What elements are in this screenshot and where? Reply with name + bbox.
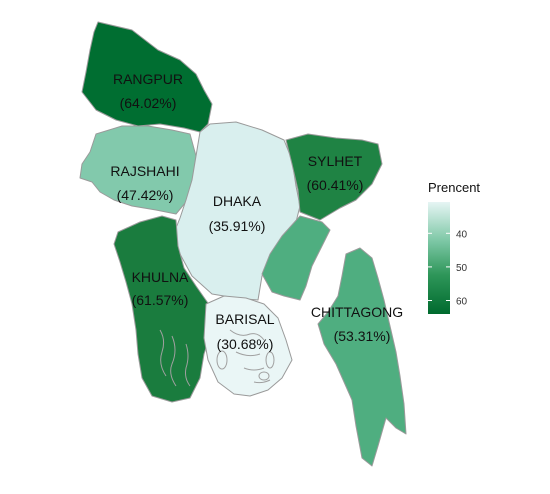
label-rangpur-name: RANGPUR (113, 71, 183, 87)
legend-tick-label: 60 (456, 296, 468, 307)
label-rajshahi-value: (47.42%) (117, 187, 174, 203)
label-khulna-name: KHULNA (132, 269, 189, 285)
region-labels: RANGPUR (64.02%) RAJSHAHI (47.42%) DHAKA… (110, 71, 403, 352)
region-chittagong[interactable] (261, 215, 407, 467)
label-barisal-value: (30.68%) (217, 336, 274, 352)
legend: Prencent 40 50 60 (428, 180, 480, 314)
legend-tick-label: 40 (456, 229, 468, 240)
legend-ticks: 40 50 60 (428, 229, 468, 307)
label-dhaka-value: (35.91%) (209, 218, 266, 234)
legend-title: Prencent (428, 180, 480, 195)
region-dhaka[interactable] (171, 121, 301, 301)
label-rangpur-value: (64.02%) (120, 95, 177, 111)
label-barisal-name: BARISAL (215, 311, 274, 327)
label-dhaka-name: DHAKA (213, 193, 262, 209)
label-sylhet-value: (60.41%) (307, 177, 364, 193)
map-regions (79, 21, 407, 467)
coastal-islands (159, 329, 275, 387)
label-sylhet-name: SYLHET (308, 153, 363, 169)
label-chittagong-value: (53.31%) (334, 328, 391, 344)
region-barisal[interactable] (203, 295, 293, 397)
label-khulna-value: (61.57%) (132, 292, 189, 308)
region-sylhet[interactable] (285, 133, 383, 221)
region-rangpur[interactable] (81, 21, 213, 133)
region-rajshahi[interactable] (79, 125, 197, 215)
label-rajshahi-name: RAJSHAHI (110, 163, 179, 179)
legend-tick-label: 50 (456, 263, 468, 274)
label-chittagong-name: CHITTAGONG (311, 304, 403, 320)
legend-colorbar (428, 202, 450, 314)
